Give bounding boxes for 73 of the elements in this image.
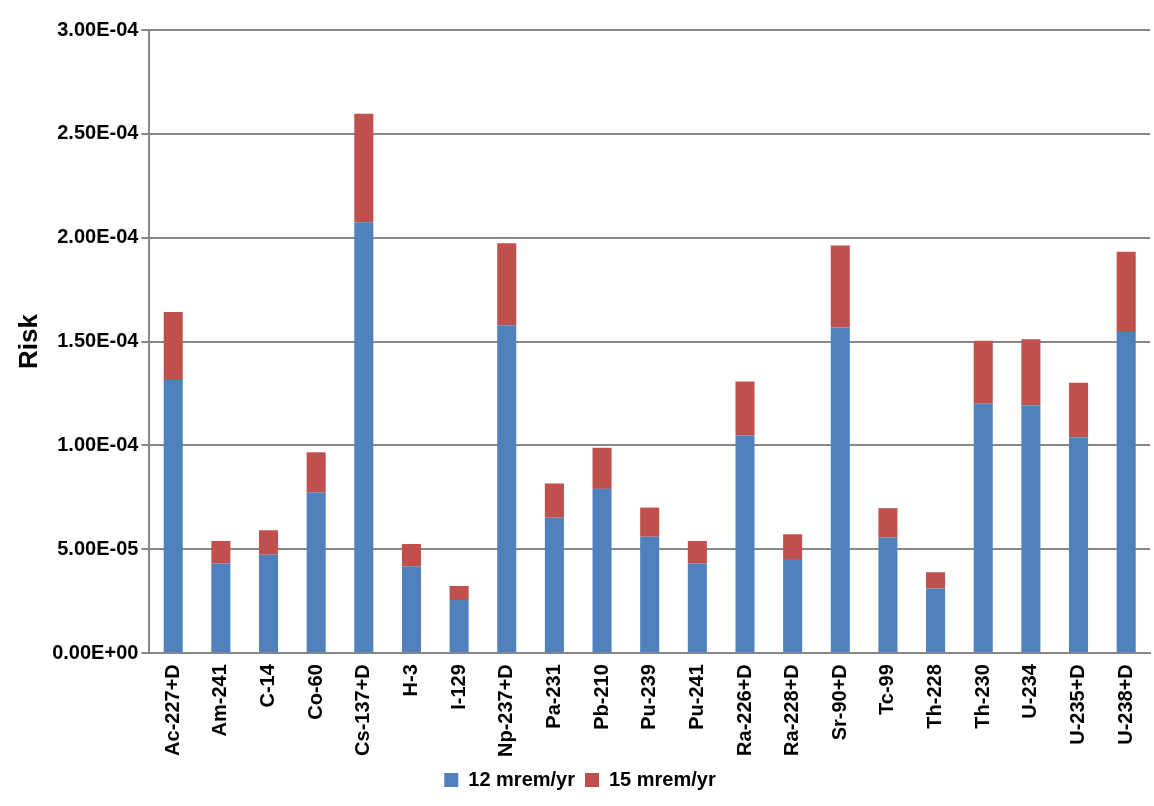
y-axis-title: Risk [12,313,43,370]
x-tick-label: Am-241 [208,664,231,737]
bar [592,447,612,489]
bar [735,381,755,436]
y-tick-label: 0.00E+00 [52,640,139,663]
x-tick-label: U-238+D [1113,664,1136,745]
bar [306,452,326,493]
x-tick-label: Tc-99 [875,664,898,715]
bar [830,245,850,328]
bar [783,534,803,559]
bar [640,536,660,653]
bar [163,380,183,653]
bar [783,558,803,653]
x-tick-label: C-14 [256,663,279,708]
bar [401,566,421,653]
bar [640,507,660,537]
bar [1021,405,1041,653]
bar [211,541,231,564]
bar [497,325,517,653]
x-tick-label: Np-237+D [494,664,517,757]
bar [687,563,707,653]
x-tick-label: Ra-226+D [732,664,755,756]
bar [354,113,374,223]
y-tick-label: 3.00E-04 [57,17,140,40]
x-tick-label: Ra-228+D [780,664,803,756]
bar [544,483,564,518]
bar [1069,437,1089,653]
x-tick-label: Pu-239 [637,664,660,730]
y-tick-label: 2.00E-04 [57,225,140,248]
x-tick-label: Co-60 [303,664,326,720]
legend-label: 15 mrem/yr [609,767,716,790]
bar [926,572,946,589]
bar [973,340,993,404]
bar [306,492,326,653]
bar [1116,251,1136,333]
bar [926,588,946,653]
bar [354,222,374,653]
x-tick-label: Ac-227+D [160,664,183,756]
bar [592,488,612,653]
x-tick-label: Th-228 [923,664,946,729]
bar [830,327,850,653]
x-tick-label: U-235+D [1066,664,1089,745]
x-tick-label: Pb-210 [589,664,612,730]
x-tick-label: Pu-241 [684,664,707,730]
y-tick-label: 5.00E-05 [57,536,139,559]
bar [544,517,564,653]
bar [735,435,755,653]
bar [878,508,898,538]
legend-label: 12 mrem/yr [468,767,576,790]
bar [449,585,469,601]
bar [878,537,898,653]
bar [1021,339,1041,406]
x-tick-label: H-3 [398,664,421,697]
x-tick-label: Th-230 [970,664,993,729]
bar [449,600,469,653]
x-tick-label: U-234 [1018,663,1041,719]
y-tick-label: 2.50E-04 [57,121,140,144]
bar [497,243,517,326]
bar [1116,332,1136,653]
x-tick-label: Cs-137+D [351,664,374,756]
bar [401,543,421,567]
y-tick-label: 1.00E-04 [57,432,140,455]
bar [258,530,279,555]
x-tick-label: I-129 [446,664,469,710]
bar [1069,382,1089,438]
bar [258,554,279,653]
y-tick-label: 1.50E-04 [57,329,140,352]
bar [211,563,231,653]
bar [687,541,707,564]
bar [973,403,993,653]
x-tick-label: Sr-90+D [827,664,850,741]
bar [163,311,183,381]
x-tick-label: Pa-231 [541,664,564,729]
